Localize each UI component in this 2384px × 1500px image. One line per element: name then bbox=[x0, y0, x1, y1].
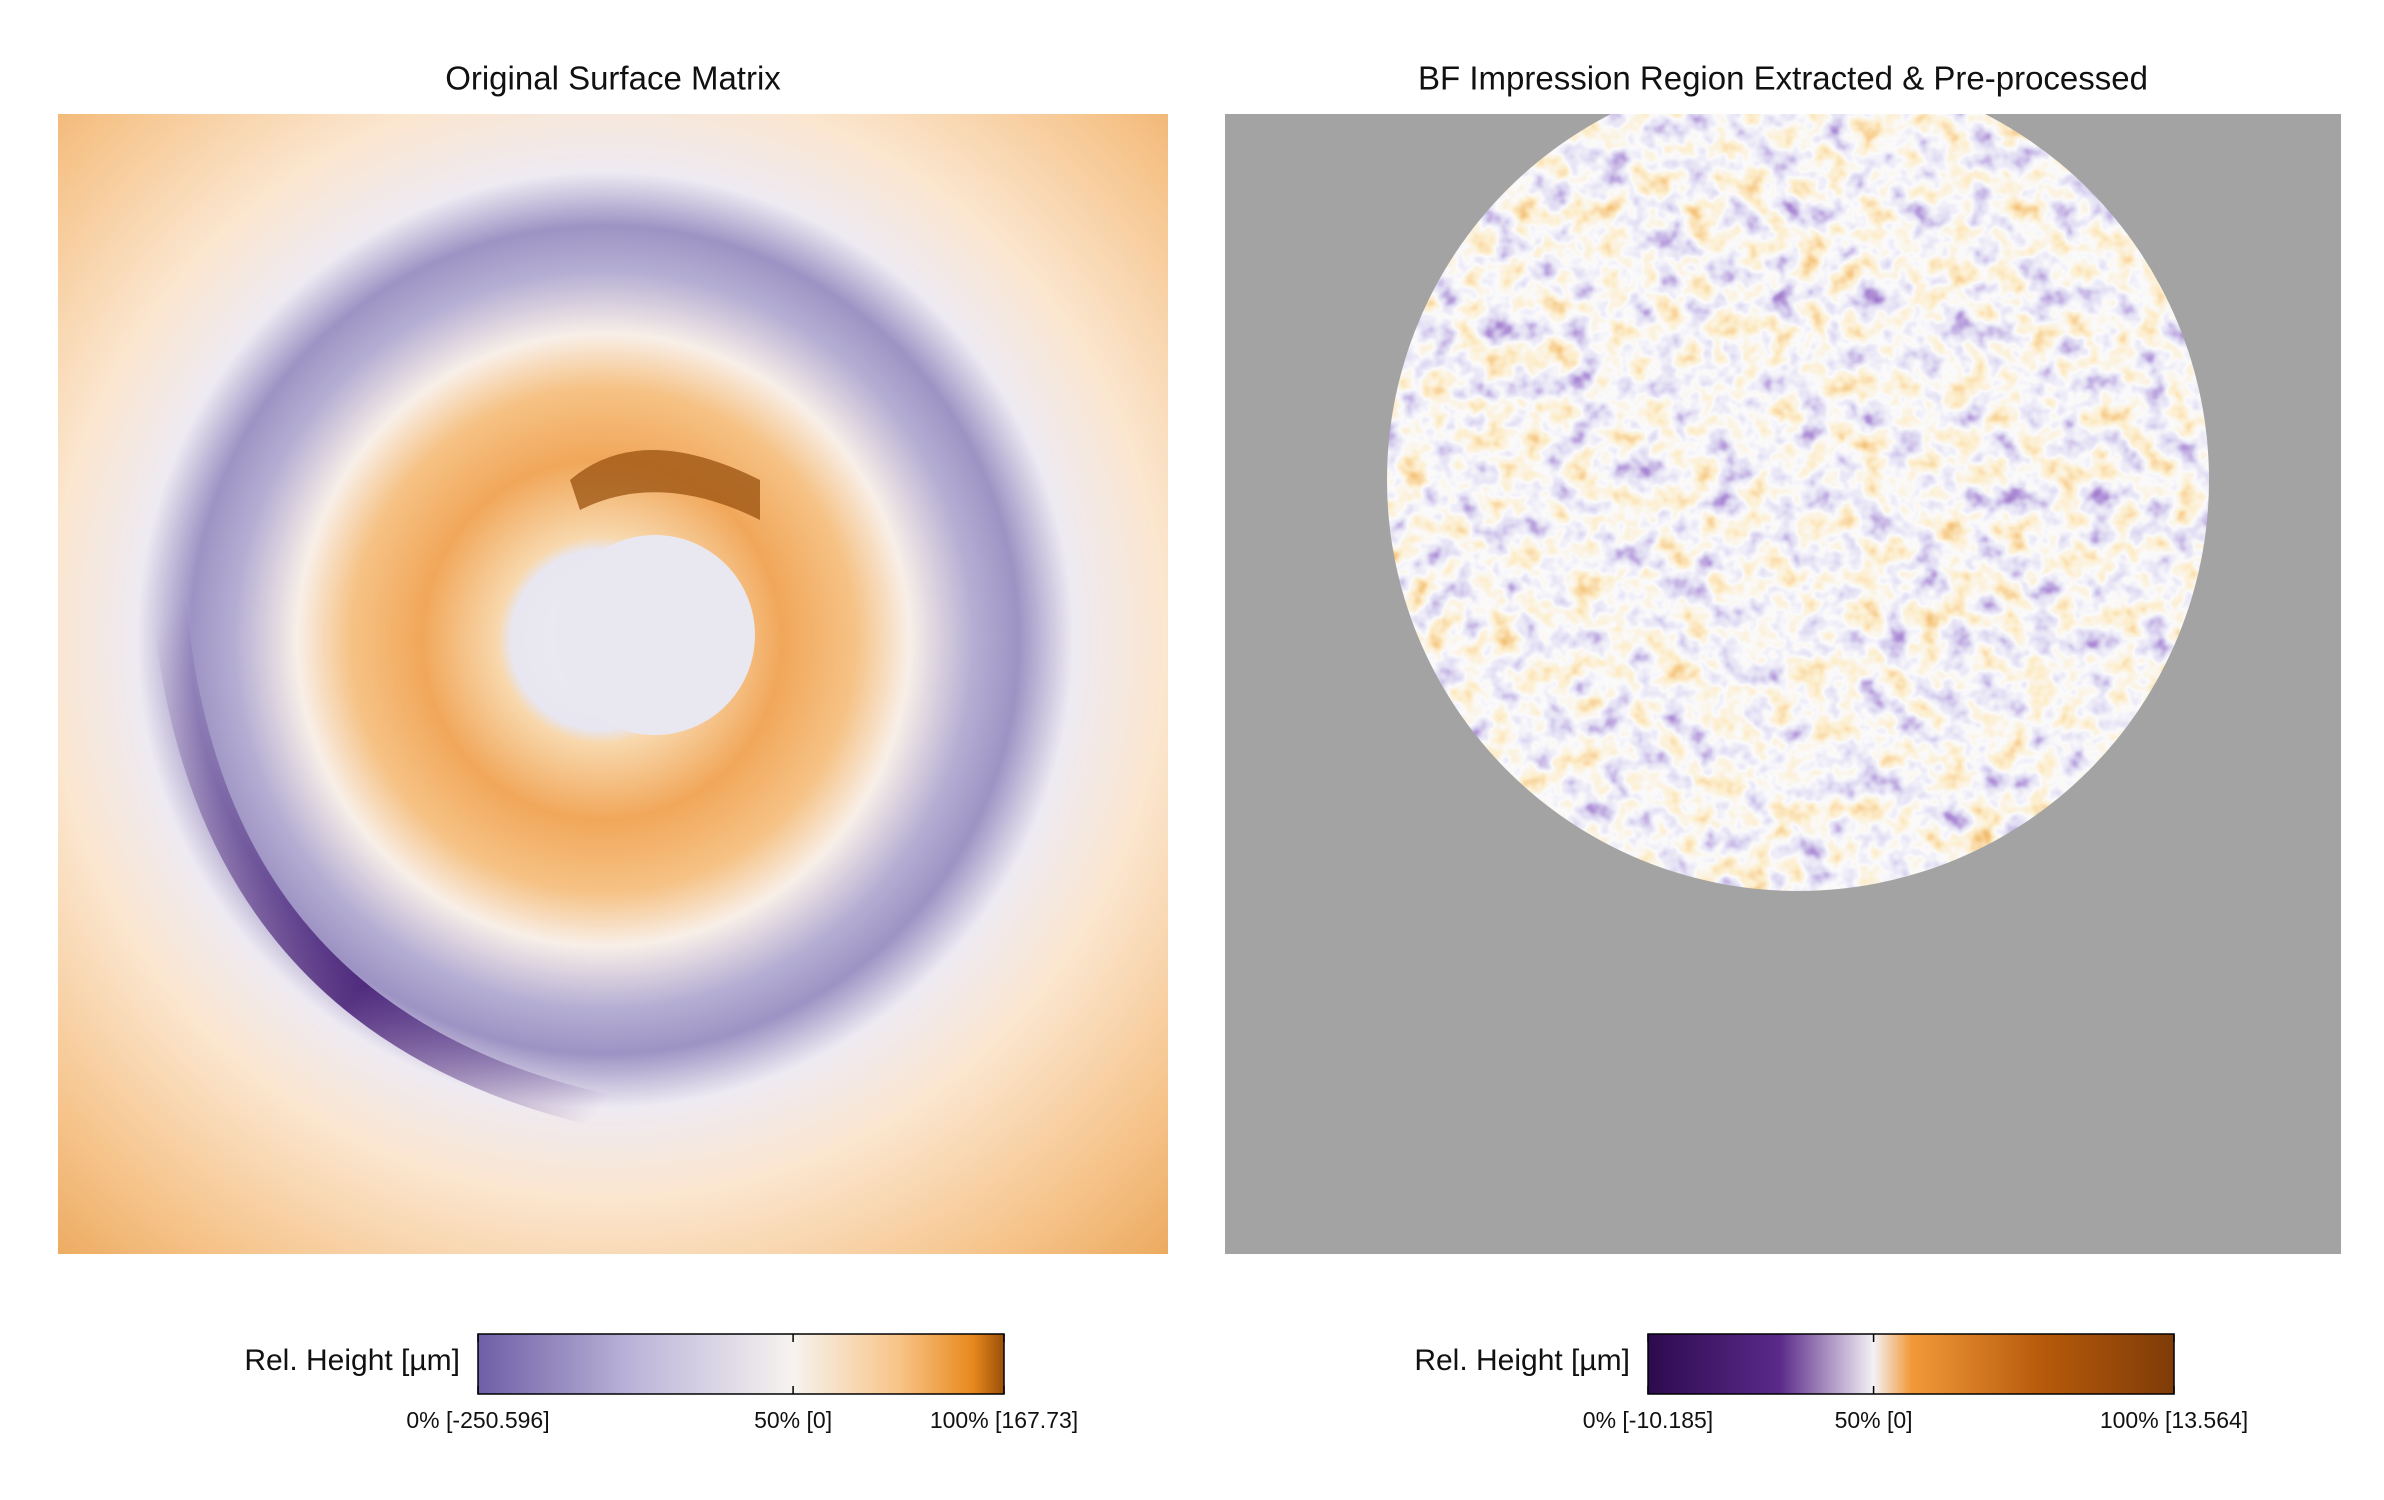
colorbar-label: Rel. Height [µm] bbox=[244, 1344, 460, 1377]
heatmap-feature bbox=[555, 535, 755, 735]
chart-title: Original Surface Matrix bbox=[445, 60, 781, 97]
colorbar-tick-label: 100% [13.564] bbox=[2100, 1407, 2248, 1433]
heatmap-feature bbox=[570, 450, 760, 520]
colorbar bbox=[477, 1333, 1005, 1395]
right-heatmap bbox=[1225, 114, 2341, 1254]
colorbar-tick-label: 0% [-10.185] bbox=[1583, 1407, 1713, 1433]
chart-title: BF Impression Region Extracted & Pre-pro… bbox=[1418, 60, 2148, 97]
colorbar-tick-label: 50% [0] bbox=[754, 1407, 832, 1433]
colorbar-tick-label: 100% [167.73] bbox=[930, 1407, 1078, 1433]
colorbar-tick-label: 0% [-250.596] bbox=[406, 1407, 549, 1433]
heatmap-feature bbox=[153, 593, 617, 1127]
left-heatmap bbox=[58, 114, 1168, 1254]
colorbar-label: Rel. Height [µm] bbox=[1414, 1344, 1630, 1377]
colorbar-tick-label: 50% [0] bbox=[1835, 1407, 1913, 1433]
colorbar bbox=[1647, 1333, 2175, 1395]
